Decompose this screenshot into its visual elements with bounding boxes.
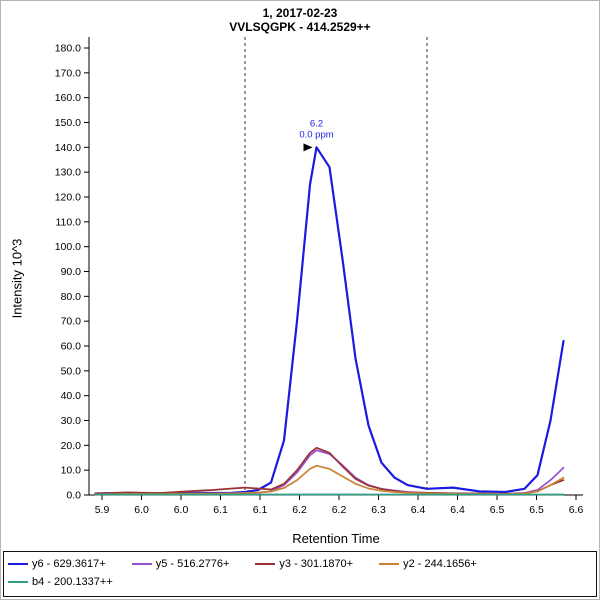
y-tick-label: 40.0 [61, 390, 82, 402]
legend-item-y3: y3 - 301.1870+ [255, 558, 353, 570]
y-tick-label: 130.0 [55, 167, 81, 179]
y-tick-label: 140.0 [55, 142, 81, 154]
y-tick-label: 170.0 [55, 67, 81, 79]
legend-label: b4 - 200.1337++ [32, 576, 113, 588]
legend-item-b4: b4 - 200.1337++ [8, 576, 113, 588]
y-tick-label: 20.0 [61, 440, 82, 452]
x-tick-label: 6.2 [292, 504, 307, 516]
legend-row-2: b4 - 200.1337++ [8, 573, 592, 591]
legend-color-line-icon [8, 581, 28, 583]
legend-item-y2: y2 - 244.1656+ [379, 558, 477, 570]
y-tick-label: 180.0 [55, 43, 81, 55]
legend-item-y5: y5 - 516.2776+ [131, 558, 230, 570]
chart-title: 1, 2017-02-23 VVLSQGPK - 414.2529++ [1, 1, 599, 35]
x-tick-label: 6.4 [411, 504, 426, 516]
x-tick-label: 6.5 [529, 504, 544, 516]
x-tick-label: 6.4 [450, 504, 465, 516]
y-tick-label: 120.0 [55, 192, 81, 204]
chart-title-line1: 1, 2017-02-23 [262, 6, 338, 20]
series-y6 [94, 146, 565, 495]
y-axis-label: Intensity 10^3 [9, 238, 25, 319]
legend-label: y3 - 301.1870+ [279, 558, 354, 570]
legend-label: y2 - 244.1656+ [403, 558, 477, 570]
y-tick-label: 80.0 [61, 291, 82, 303]
x-tick-label: 6.6 [569, 504, 584, 516]
y-tick-label: 0.0 [66, 490, 81, 502]
plot-area[interactable]: Intensity 10^3 0.0 10.0 20.0 30.0 40.0 50.0 60… [1, 35, 600, 531]
series-y5 [94, 449, 565, 496]
legend-color-line-icon [8, 563, 28, 565]
legend-item-y6: y6 - 629.3617+ [8, 558, 106, 570]
y-tick-label: 50.0 [61, 365, 82, 377]
legend: y6 - 629.3617+ y5 - 516.2776+ y3 - 301.187… [3, 551, 597, 597]
series-y2 [94, 464, 565, 496]
x-tick-label: 6.1 [213, 504, 228, 516]
legend-color-line-icon [131, 563, 152, 565]
x-tick-label: 6.1 [253, 504, 268, 516]
x-tick-label: 6.3 [371, 504, 386, 516]
x-tick-label: 6.2 [332, 504, 347, 516]
x-tick-label: 6.0 [134, 504, 149, 516]
legend-color-line-icon [255, 563, 276, 565]
legend-label: y6 - 629.3617+ [32, 558, 106, 570]
y-tick-label: 160.0 [55, 92, 81, 104]
legend-row-1: y6 - 629.3617+ y5 - 516.2776+ y3 - 301.187… [8, 555, 592, 573]
chart-title-line2: VVLSQGPK - 414.2529++ [229, 20, 371, 34]
y-tick-label: 90.0 [61, 266, 82, 278]
y-tick-label: 10.0 [61, 465, 82, 477]
chart-canvas[interactable]: 0.0 10.0 20.0 30.0 40.0 50.0 60.0 70.0 80.0 90.0 1… [1, 35, 600, 531]
y-tick-label: 110.0 [56, 216, 82, 228]
y-tick-label: 100.0 [55, 241, 81, 253]
peak-arrow-icon [303, 143, 313, 152]
legend-color-line-icon [379, 563, 400, 565]
y-tick-label: 70.0 [61, 316, 82, 328]
peak-time-annotation[interactable]: 6.2 [310, 118, 323, 129]
y-tick-label: 60.0 [61, 341, 82, 353]
x-axis-label: Retention Time [292, 531, 380, 546]
y-tick-label: 30.0 [61, 415, 82, 427]
y-tick-label: 150.0 [55, 117, 81, 129]
peak-ppm-annotation: 0.0 ppm [299, 129, 333, 140]
legend-label: y5 - 516.2776+ [155, 558, 230, 570]
x-tick-label: 5.9 [95, 504, 110, 516]
x-tick-label: 6.0 [174, 504, 189, 516]
x-tick-label: 6.5 [490, 504, 505, 516]
